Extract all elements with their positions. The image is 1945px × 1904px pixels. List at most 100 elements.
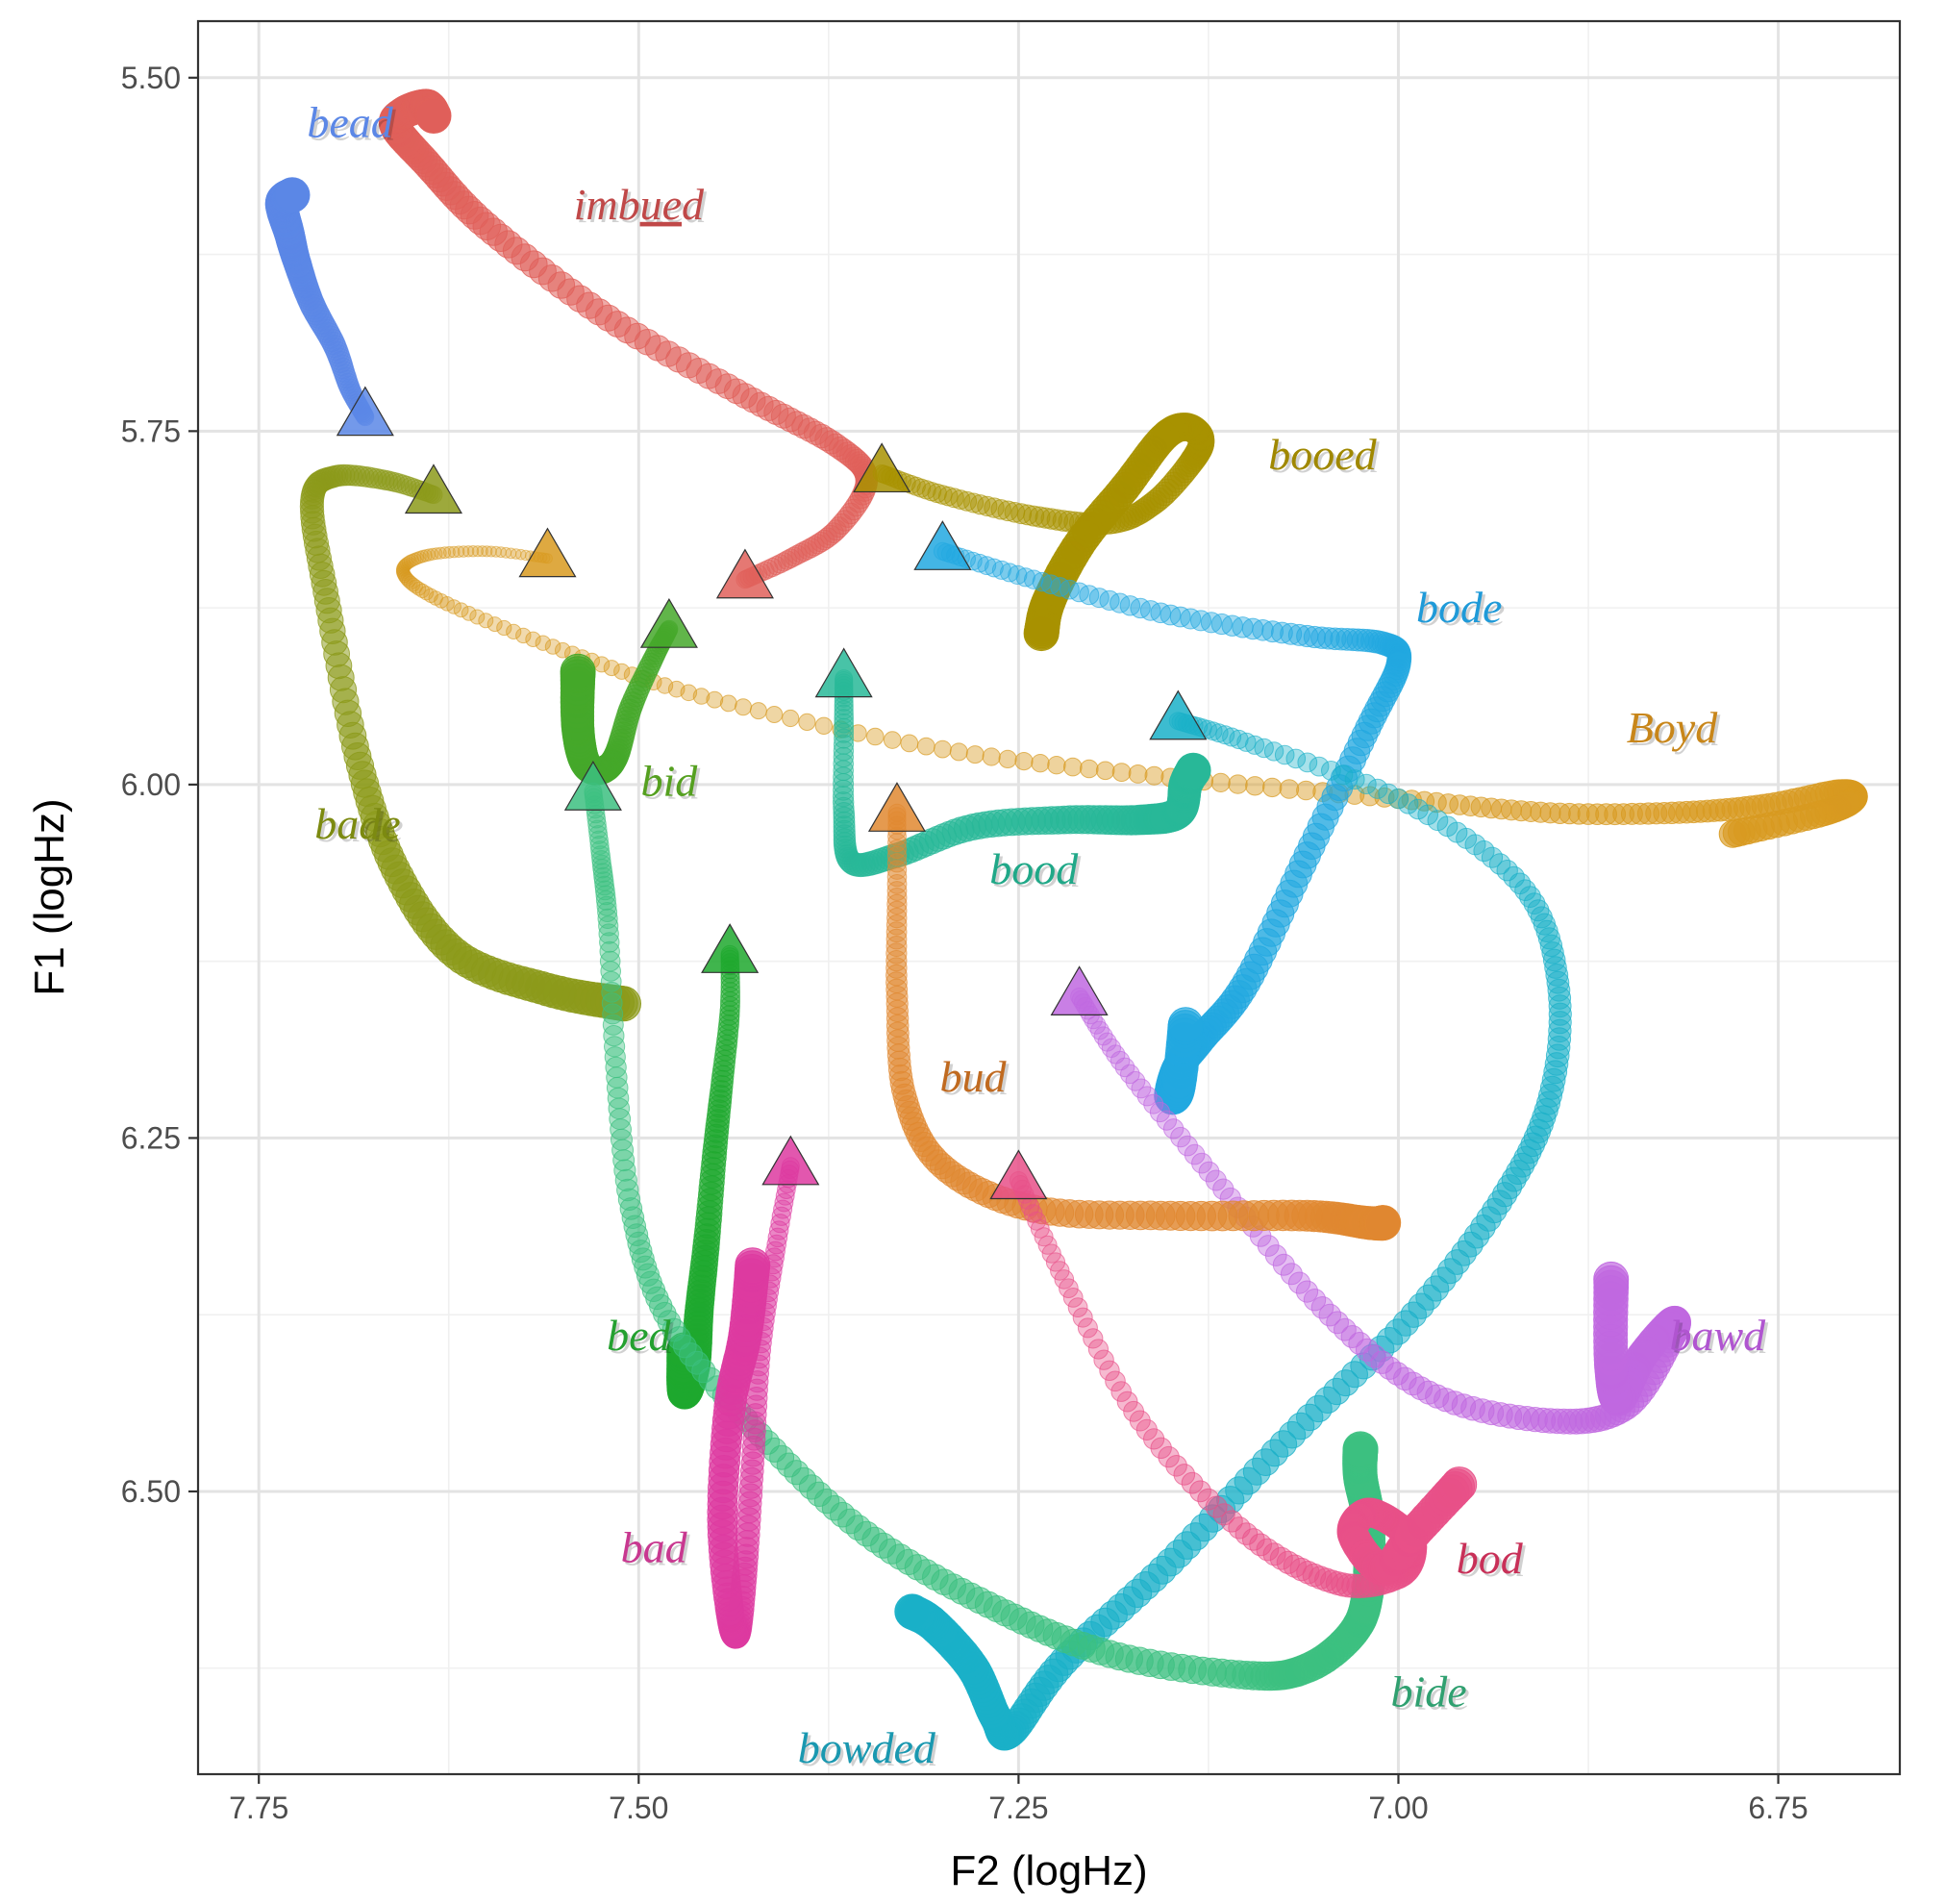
series-point	[998, 749, 1017, 769]
series-point	[447, 545, 461, 559]
word-label-Boyd: Boyd	[1627, 703, 1719, 752]
series-point	[883, 731, 902, 749]
series-point	[1035, 507, 1057, 529]
series-point	[1459, 795, 1482, 817]
series-point	[790, 542, 811, 564]
series-point	[735, 698, 752, 716]
y-tick-label-1: 5.75	[121, 413, 181, 448]
series-point	[1426, 791, 1447, 814]
series-point	[804, 536, 825, 557]
series-bode	[933, 541, 1412, 1115]
series-point	[793, 540, 814, 562]
x-tick-label-2: 7.25	[988, 1791, 1048, 1825]
series-point	[1130, 597, 1151, 619]
series-point	[443, 545, 456, 559]
series-point	[944, 488, 964, 509]
series-point	[706, 690, 724, 709]
series-point	[461, 545, 475, 558]
series-point	[797, 417, 823, 442]
x-tick-label-0: 7.75	[229, 1791, 288, 1825]
series-point	[797, 539, 818, 561]
series-point	[1031, 754, 1050, 773]
word-label-imbued: imbued	[574, 180, 705, 229]
series-point	[1279, 779, 1300, 799]
series-point	[481, 545, 493, 558]
series-point	[680, 684, 698, 702]
series-point	[1080, 759, 1099, 779]
series-point	[934, 739, 952, 759]
series-point	[1245, 776, 1265, 796]
series-point	[478, 613, 494, 629]
x-tick-label-3: 7.00	[1368, 1791, 1428, 1825]
series-point	[984, 497, 1005, 518]
series-point	[1047, 756, 1066, 775]
y-tick-label-0: 5.50	[121, 61, 181, 95]
series-point	[525, 631, 541, 647]
series-point	[1261, 620, 1284, 643]
word-label-bead: bead	[307, 98, 393, 147]
series-point	[1029, 506, 1051, 528]
series-point	[1252, 619, 1274, 641]
series-point	[1063, 757, 1083, 777]
series-point	[950, 489, 971, 510]
series-point	[748, 391, 774, 417]
x-tick-label-4: 6.75	[1748, 1791, 1808, 1825]
series-point	[1060, 579, 1080, 600]
series-point	[949, 742, 968, 762]
series-point	[839, 850, 863, 874]
word-label-bood: bood	[989, 844, 1079, 893]
series-point	[692, 688, 711, 705]
series-point	[1128, 764, 1148, 784]
series-point	[636, 659, 659, 681]
series-point	[471, 545, 484, 558]
series-point	[453, 602, 469, 618]
series-point	[1365, 1205, 1402, 1241]
series-point	[274, 177, 311, 213]
series-point	[1167, 1007, 1204, 1043]
series-point	[469, 609, 486, 625]
series-point	[784, 546, 805, 567]
series-point	[603, 660, 620, 677]
series-point	[834, 700, 854, 720]
series-point	[301, 516, 327, 542]
y-tick-label-4: 6.50	[121, 1474, 181, 1509]
series-point	[834, 717, 855, 739]
series-point	[638, 656, 661, 678]
series-point	[1271, 621, 1293, 644]
series-point	[414, 583, 430, 599]
series-point	[833, 773, 855, 794]
series-point	[916, 737, 935, 756]
series-point	[1119, 595, 1141, 616]
series-point	[635, 663, 658, 685]
word-label-bod: bod	[1457, 1534, 1524, 1583]
word-label-bowded: bowded	[798, 1723, 936, 1772]
series-point	[613, 663, 631, 680]
word-label-bide: bide	[1390, 1666, 1466, 1716]
series-point	[791, 413, 816, 439]
series-bid	[560, 619, 679, 786]
series-point	[1014, 752, 1034, 771]
series-point	[763, 399, 789, 425]
series-point	[476, 545, 488, 558]
series-point	[798, 713, 816, 732]
series-point	[452, 545, 465, 559]
series-point	[1052, 510, 1075, 532]
series-point	[781, 548, 801, 569]
series-point	[1069, 582, 1089, 603]
series-point	[1441, 1466, 1478, 1503]
series-point	[1437, 793, 1459, 814]
series-point	[836, 506, 859, 528]
series-point	[1210, 772, 1231, 793]
series-point	[1046, 509, 1069, 531]
word-label-booed: booed	[1268, 430, 1377, 479]
series-point	[515, 627, 532, 644]
series-point	[740, 388, 766, 413]
series-point	[770, 403, 796, 429]
series-point	[560, 653, 596, 689]
series-point	[977, 556, 997, 575]
series-point	[963, 492, 985, 514]
series-bade	[299, 463, 641, 1022]
series-point	[1015, 567, 1035, 588]
series-point	[990, 499, 1011, 520]
series-point	[982, 747, 1001, 766]
